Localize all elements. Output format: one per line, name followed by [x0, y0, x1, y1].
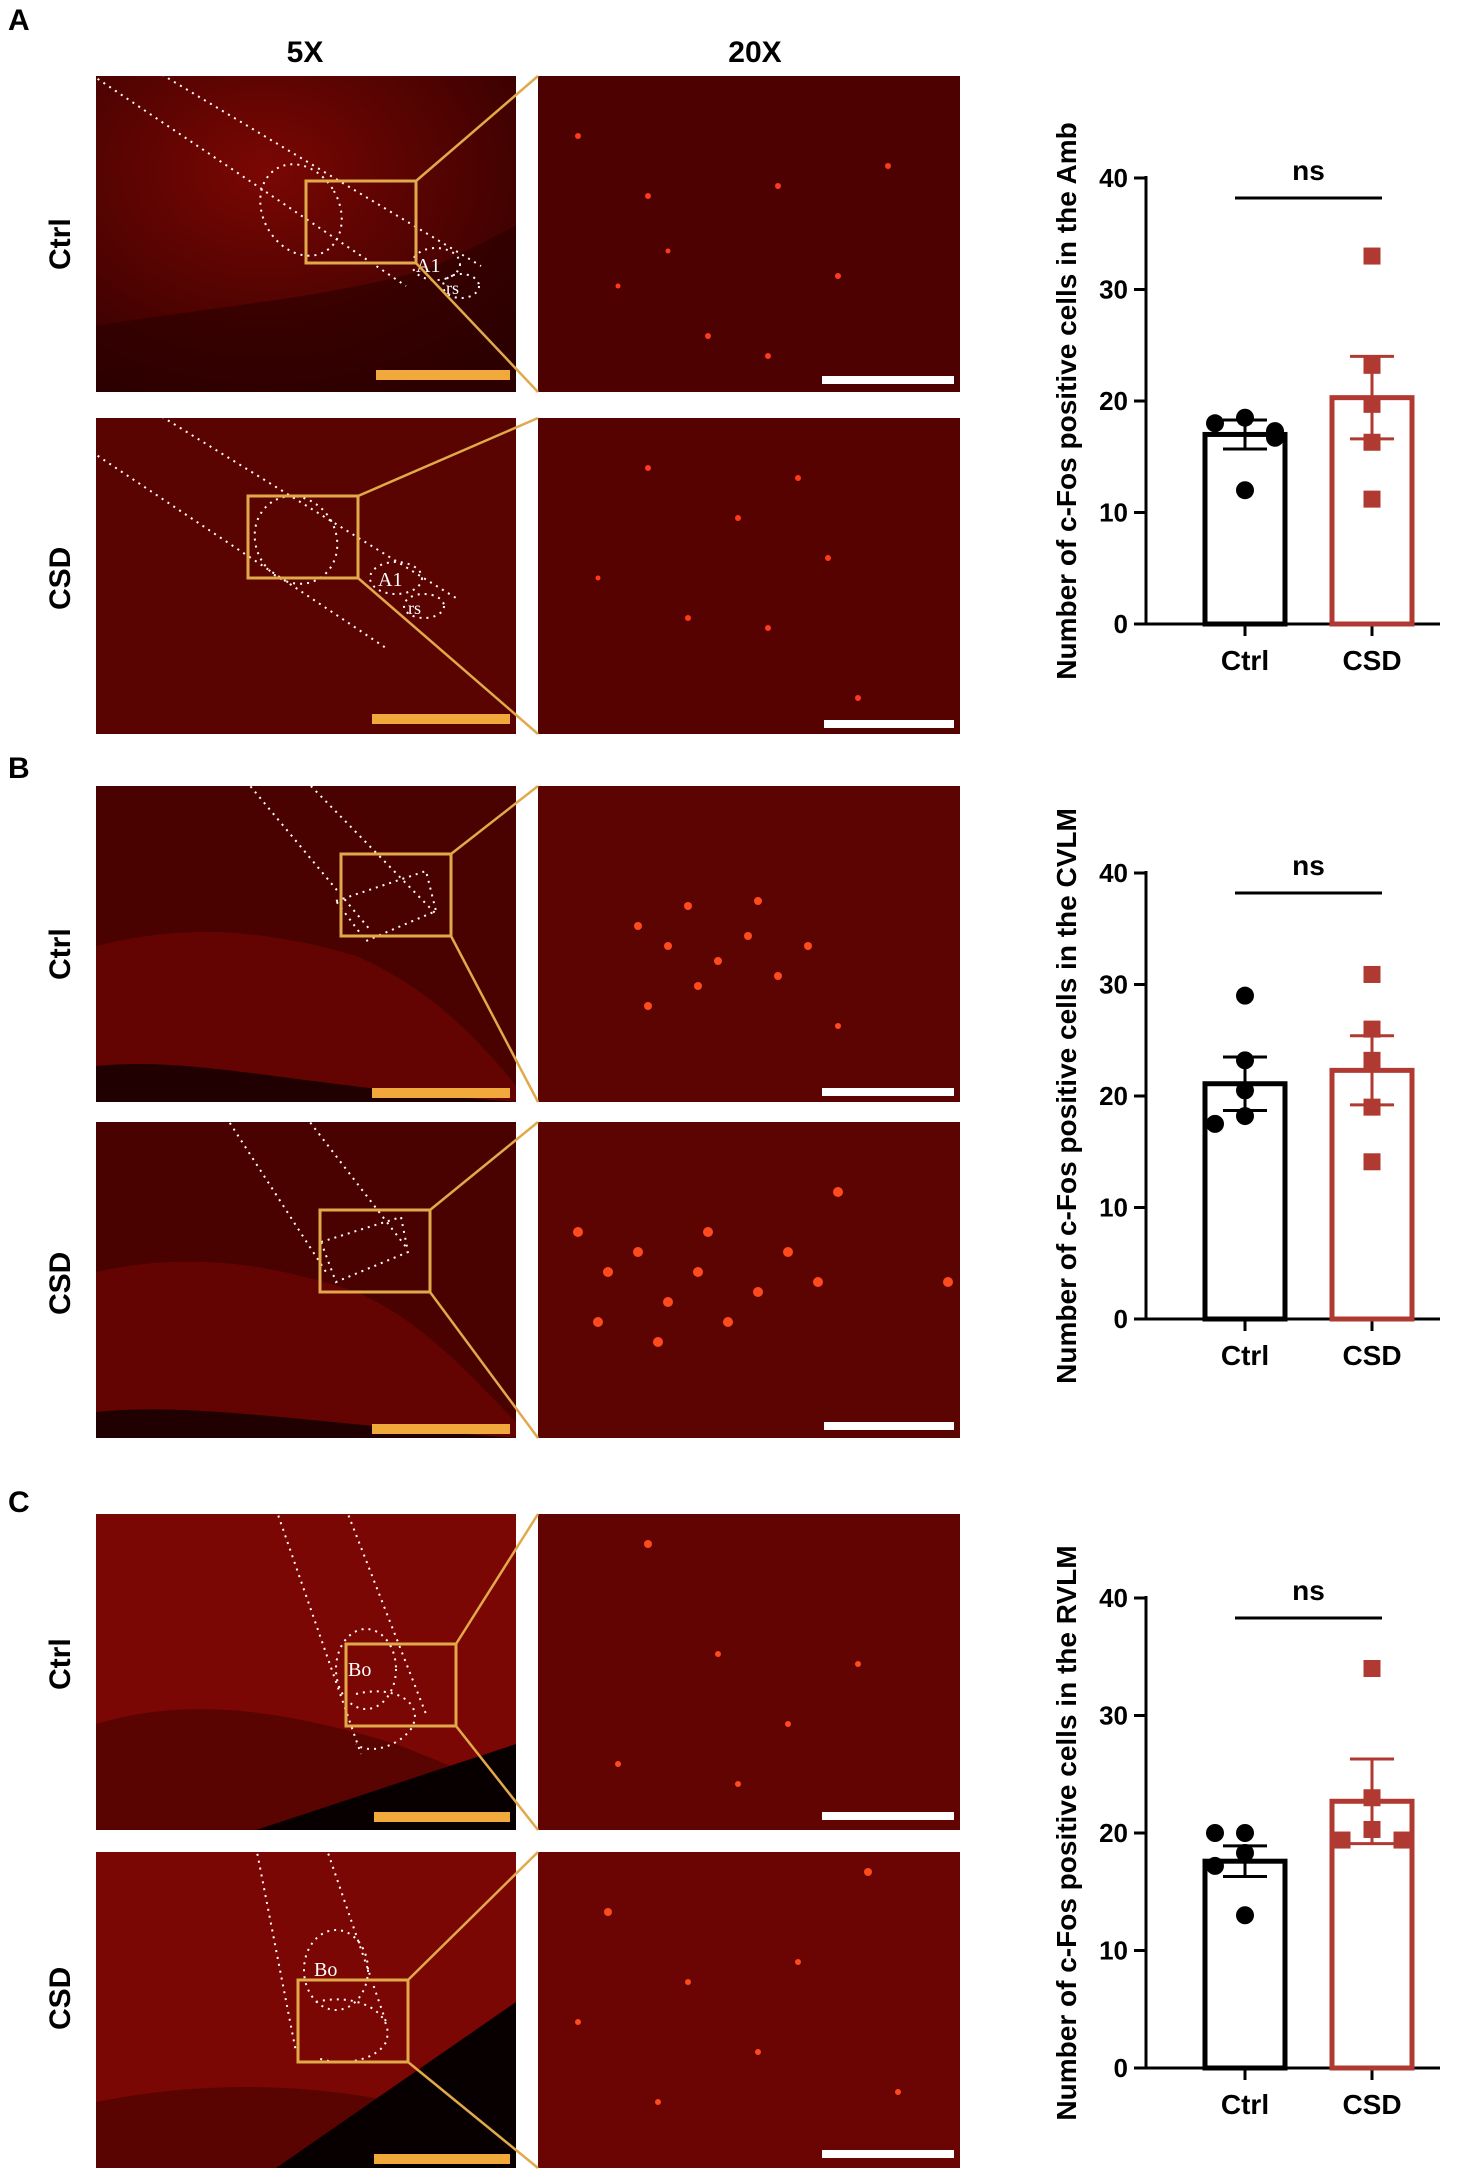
- micrograph-c-ctrl-5x: Bo: [96, 1514, 516, 1830]
- region-label-bo: Bo: [348, 1659, 371, 1681]
- column-header-5x: 5X: [286, 36, 324, 69]
- data-point-csd: [1363, 395, 1381, 413]
- x-tick-label-csd: CSD: [1342, 645, 1401, 676]
- micrograph-a-ctrl-5x: A1 rs: [96, 76, 516, 392]
- y-tick-label: 20: [1099, 1081, 1128, 1111]
- y-tick-label: 20: [1099, 386, 1128, 416]
- data-point-csd: [1393, 1831, 1411, 1849]
- data-point-ctrl: [1236, 986, 1254, 1005]
- micrograph-a-csd-5x: A1 rs: [96, 418, 516, 734]
- region-label-rs: rs: [408, 598, 421, 618]
- panel-letter-a: A: [8, 4, 30, 37]
- micrograph-a-csd-20x: [538, 418, 960, 734]
- y-tick-label: 30: [1099, 1701, 1128, 1731]
- micrograph-c-csd-5x: Bo: [96, 1852, 516, 2168]
- micrograph-b-ctrl-5x: [96, 786, 516, 1102]
- x-tick-label-ctrl: Ctrl: [1221, 1340, 1269, 1371]
- micrograph-b-ctrl-20x: [538, 786, 960, 1102]
- data-point-csd: [1363, 1153, 1381, 1171]
- x-tick-label-ctrl: Ctrl: [1221, 645, 1269, 676]
- data-point-csd: [1363, 1789, 1381, 1807]
- x-tick-label-csd: CSD: [1342, 1340, 1401, 1371]
- y-axis-label: Number of c-Fos positive cells in the Am…: [1051, 122, 1082, 680]
- micrograph-b-csd-20x: [538, 1122, 960, 1438]
- y-tick-label: 40: [1099, 163, 1128, 193]
- significance-label: ns: [1292, 155, 1325, 186]
- region-label-bo: Bo: [314, 1959, 337, 1981]
- data-point-ctrl: [1206, 1114, 1224, 1133]
- panel-letter-c: C: [8, 1486, 30, 1519]
- bar-ctrl: [1202, 1858, 1288, 2071]
- data-point-ctrl: [1236, 1843, 1254, 1862]
- y-tick-label: 10: [1099, 1193, 1128, 1223]
- bar-ctrl: [1202, 431, 1288, 627]
- x-tick-label-ctrl: Ctrl: [1221, 2089, 1269, 2120]
- y-tick-label: 40: [1099, 1583, 1128, 1613]
- data-point-csd: [1363, 490, 1381, 508]
- data-point-ctrl: [1236, 1906, 1254, 1925]
- data-point-ctrl: [1236, 1051, 1254, 1070]
- data-point-csd: [1363, 247, 1381, 265]
- bar-chart-amb: Number of c-Fos positive cells in the Am…: [1051, 122, 1440, 680]
- micrograph-c-ctrl-20x: [538, 1514, 960, 1830]
- data-point-csd: [1363, 433, 1381, 451]
- region-label-rs: rs: [446, 278, 459, 298]
- data-point-ctrl: [1236, 1107, 1254, 1126]
- data-point-csd: [1333, 1831, 1351, 1849]
- bar-chart-cvlm: Number of c-Fos positive cells in the CV…: [1051, 808, 1440, 1384]
- data-point-ctrl: [1236, 1824, 1254, 1842]
- micrograph-c-csd-20x: [538, 1852, 960, 2168]
- y-tick-label: 0: [1114, 1304, 1128, 1334]
- data-point-ctrl: [1206, 1856, 1224, 1875]
- data-point-csd: [1363, 356, 1381, 374]
- significance-label: ns: [1292, 850, 1325, 881]
- data-point-csd: [1363, 1020, 1381, 1038]
- micrograph-a-ctrl-20x: [538, 76, 960, 392]
- data-point-ctrl: [1236, 408, 1254, 427]
- y-axis-label: Number of c-Fos positive cells in the RV…: [1051, 1545, 1082, 2120]
- y-tick-label: 30: [1099, 275, 1128, 305]
- data-point-ctrl: [1206, 414, 1224, 433]
- y-tick-label: 20: [1099, 1818, 1128, 1848]
- y-tick-label: 0: [1114, 2053, 1128, 2083]
- data-point-csd: [1363, 1820, 1381, 1838]
- data-point-csd: [1363, 1098, 1381, 1116]
- data-point-csd: [1363, 965, 1381, 983]
- micrograph-b-csd-5x: [96, 1122, 516, 1438]
- y-tick-label: 10: [1099, 498, 1128, 528]
- data-point-ctrl: [1206, 1824, 1224, 1842]
- y-axis-label: Number of c-Fos positive cells in the CV…: [1051, 808, 1082, 1384]
- bar-chart-rvlm: Number of c-Fos positive cells in the RV…: [1051, 1545, 1440, 2121]
- y-tick-label: 40: [1099, 858, 1128, 888]
- x-tick-label-csd: CSD: [1342, 2089, 1401, 2120]
- y-tick-label: 10: [1099, 1936, 1128, 1966]
- data-point-ctrl: [1236, 481, 1254, 500]
- region-label-a1: A1: [378, 569, 402, 591]
- data-point-ctrl: [1236, 1081, 1254, 1100]
- significance-label: ns: [1292, 1575, 1325, 1606]
- panel-letter-b: B: [8, 752, 30, 785]
- y-tick-label: 0: [1114, 609, 1128, 639]
- data-point-csd: [1363, 1051, 1381, 1069]
- column-header-20x: 20X: [728, 36, 782, 69]
- data-point-csd: [1363, 1660, 1381, 1677]
- region-label-a1: A1: [416, 255, 440, 277]
- data-point-ctrl: [1266, 428, 1284, 447]
- y-tick-label: 30: [1099, 970, 1128, 1000]
